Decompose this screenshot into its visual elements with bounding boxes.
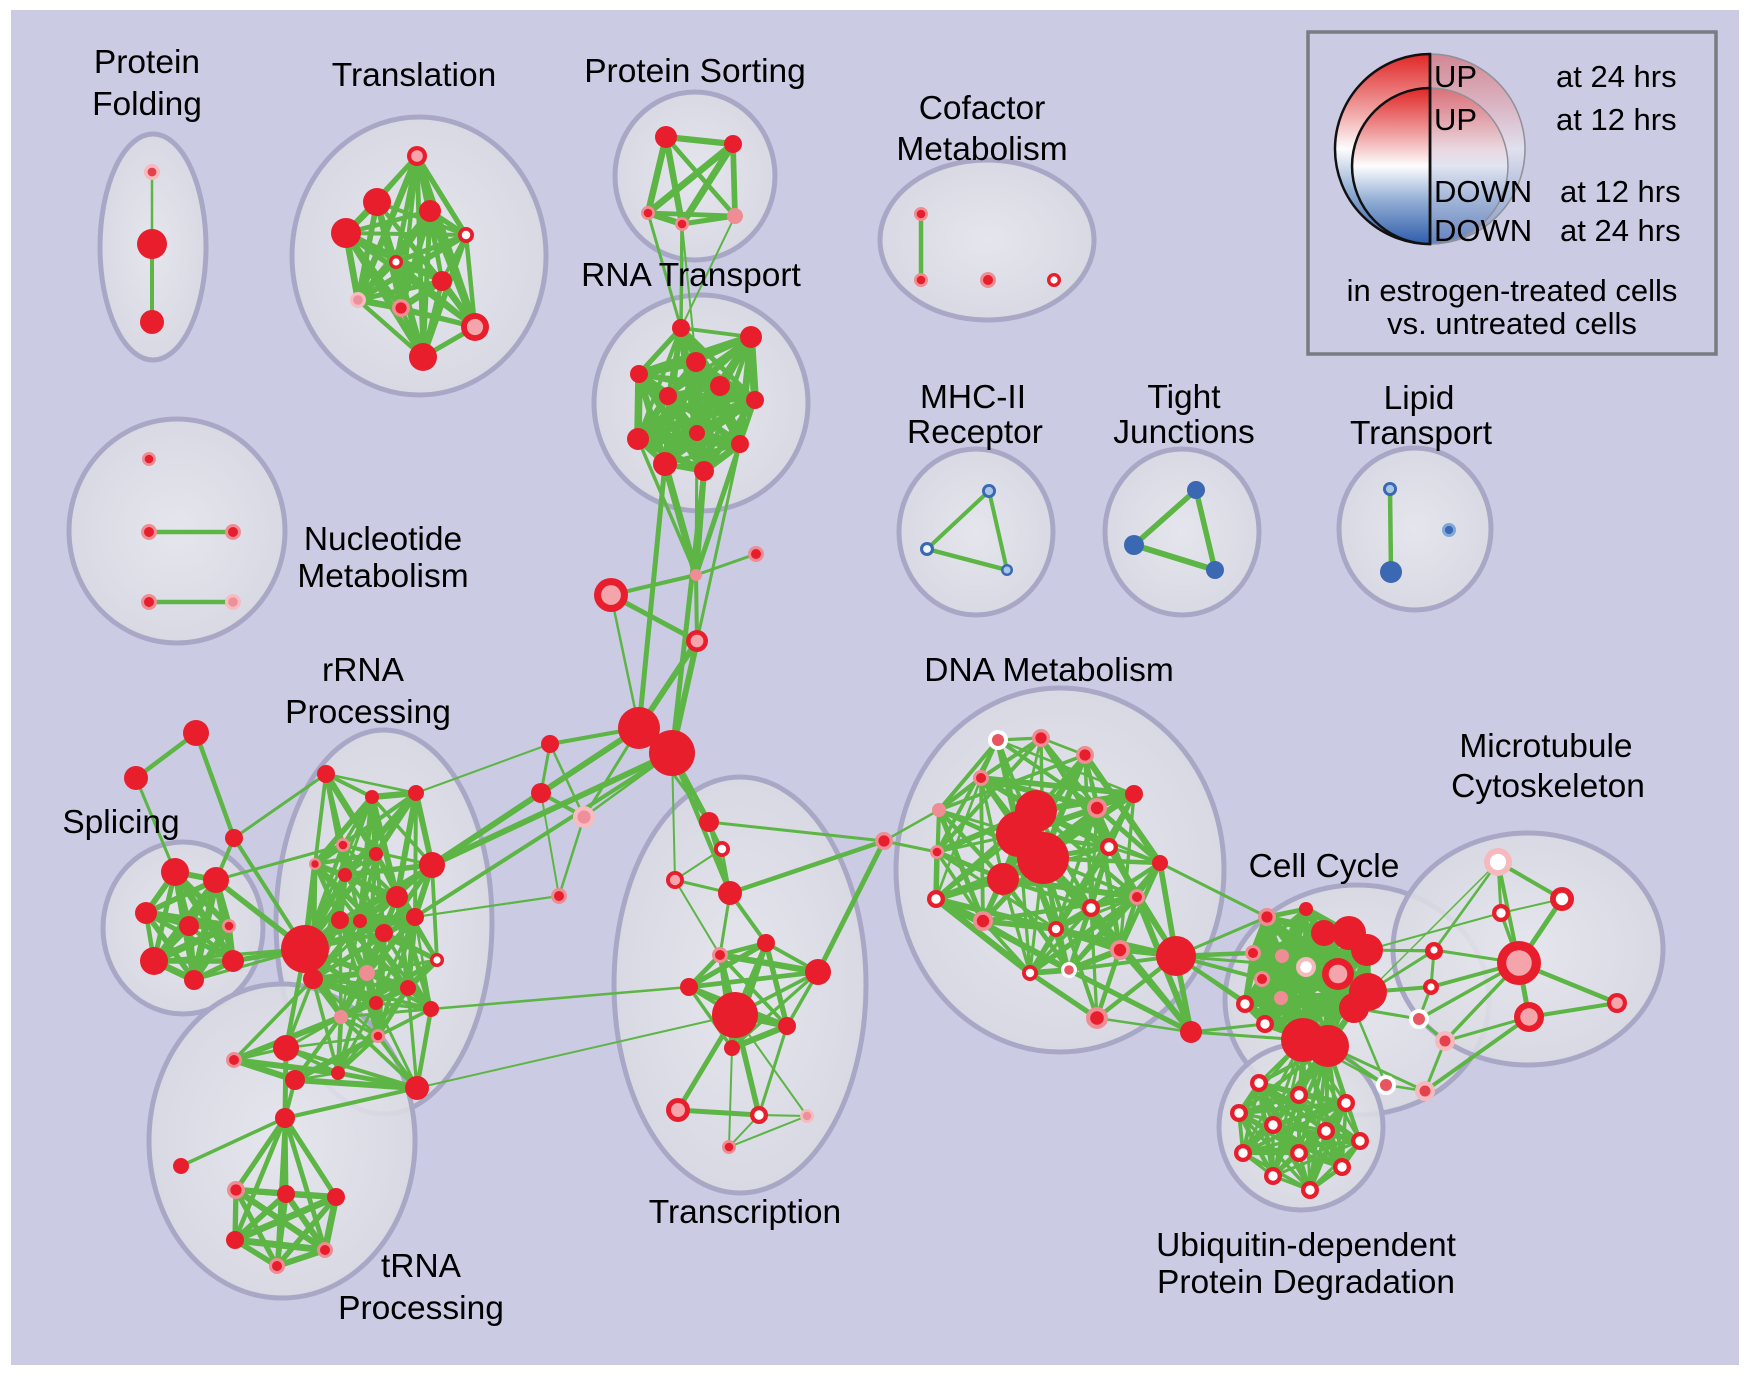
svg-text:rRNA: rRNA: [322, 652, 405, 689]
svg-text:in estrogen-treated cells: in estrogen-treated cells: [1347, 273, 1678, 308]
svg-text:vs. untreated cells: vs. untreated cells: [1387, 306, 1637, 341]
svg-text:Protein: Protein: [94, 44, 200, 81]
svg-text:Translation: Translation: [332, 57, 496, 94]
svg-text:DOWN: DOWN: [1434, 213, 1532, 248]
svg-text:UP: UP: [1434, 59, 1477, 94]
svg-text:Transport: Transport: [1350, 415, 1493, 452]
svg-text:Lipid: Lipid: [1384, 380, 1455, 417]
svg-text:tRNA: tRNA: [381, 1248, 462, 1285]
svg-text:Transcription: Transcription: [649, 1194, 841, 1231]
svg-text:MHC-II: MHC-II: [920, 379, 1026, 416]
svg-text:Protein Sorting: Protein Sorting: [584, 53, 806, 90]
svg-text:Splicing: Splicing: [62, 804, 179, 841]
svg-text:Microtubule: Microtubule: [1459, 728, 1632, 765]
svg-text:Tight: Tight: [1147, 379, 1221, 416]
svg-text:Nucleotide: Nucleotide: [304, 521, 462, 558]
svg-text:DOWN: DOWN: [1434, 174, 1532, 209]
svg-text:Metabolism: Metabolism: [896, 131, 1067, 168]
svg-text:DNA Metabolism: DNA Metabolism: [924, 652, 1173, 689]
svg-text:at 12 hrs: at 12 hrs: [1556, 102, 1677, 137]
svg-text:Processing: Processing: [285, 694, 451, 731]
svg-text:UP: UP: [1434, 102, 1477, 137]
svg-text:Junctions: Junctions: [1113, 414, 1255, 451]
svg-text:Protein Degradation: Protein Degradation: [1157, 1264, 1455, 1301]
svg-text:RNA Transport: RNA Transport: [581, 257, 801, 294]
svg-text:at 24 hrs: at 24 hrs: [1556, 59, 1677, 94]
svg-text:at 12 hrs: at 12 hrs: [1560, 174, 1681, 209]
svg-text:Receptor: Receptor: [907, 414, 1043, 451]
svg-text:Processing: Processing: [338, 1290, 504, 1327]
svg-text:at 24 hrs: at 24 hrs: [1560, 213, 1681, 248]
svg-text:Folding: Folding: [92, 86, 202, 123]
svg-text:Cofactor: Cofactor: [919, 90, 1046, 127]
svg-text:Ubiquitin-dependent: Ubiquitin-dependent: [1156, 1227, 1457, 1264]
svg-text:Cytoskeleton: Cytoskeleton: [1451, 768, 1645, 805]
svg-text:Metabolism: Metabolism: [297, 558, 468, 595]
svg-text:Cell Cycle: Cell Cycle: [1249, 848, 1400, 885]
